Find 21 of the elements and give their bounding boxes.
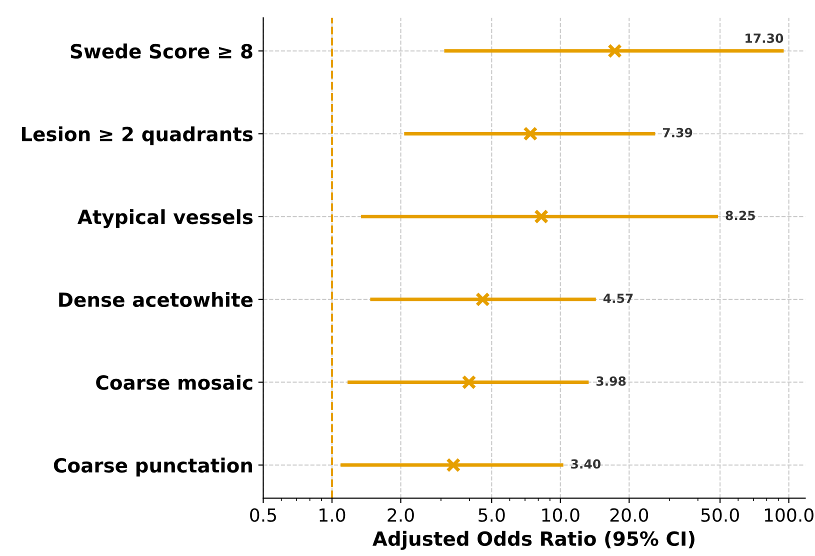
y-tick-label: Dense acetowhite: [59, 292, 253, 308]
annotation: 17.30: [746, 33, 784, 43]
annotation: 8.25: [726, 210, 755, 220]
x-tick-label: 20.0: [610, 508, 648, 522]
annotation: 3.40: [571, 459, 601, 469]
y-tick-label: Coarse punctation: [54, 458, 252, 476]
annotation: 4.57: [603, 294, 633, 304]
y-tick-label: Coarse mosaic: [96, 374, 252, 390]
y-tick-label: Lesion ≥ 2 quadrants: [22, 126, 253, 146]
x-tick-label: 100.0: [764, 508, 814, 522]
annotation: 7.39: [662, 128, 692, 138]
x-tick-label: 5.0: [478, 508, 505, 522]
x-tick-label: 2.0: [388, 508, 414, 522]
x-axis-title: Adjusted Odds Ratio (95% CI): [372, 530, 694, 550]
x-tick-label: 50.0: [701, 508, 739, 522]
x-tick-label: 0.5: [250, 508, 276, 522]
annotation: 3.98: [596, 376, 626, 386]
y-tick-label: Atypical vessels: [77, 209, 253, 228]
y-tick-label: Swede Score ≥ 8: [70, 44, 252, 59]
x-tick-label: 10.0: [542, 508, 580, 522]
x-tick-label: 1.0: [320, 508, 346, 522]
